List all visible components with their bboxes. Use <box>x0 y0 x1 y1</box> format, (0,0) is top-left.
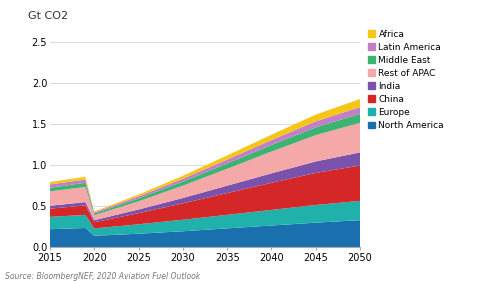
Text: Gt CO2: Gt CO2 <box>28 11 68 21</box>
Text: Source: BloombergNEF, 2020 Aviation Fuel Outlook: Source: BloombergNEF, 2020 Aviation Fuel… <box>5 272 200 281</box>
Legend: Africa, Latin America, Middle East, Rest of APAC, India, China, Europe, North Am: Africa, Latin America, Middle East, Rest… <box>368 30 444 130</box>
